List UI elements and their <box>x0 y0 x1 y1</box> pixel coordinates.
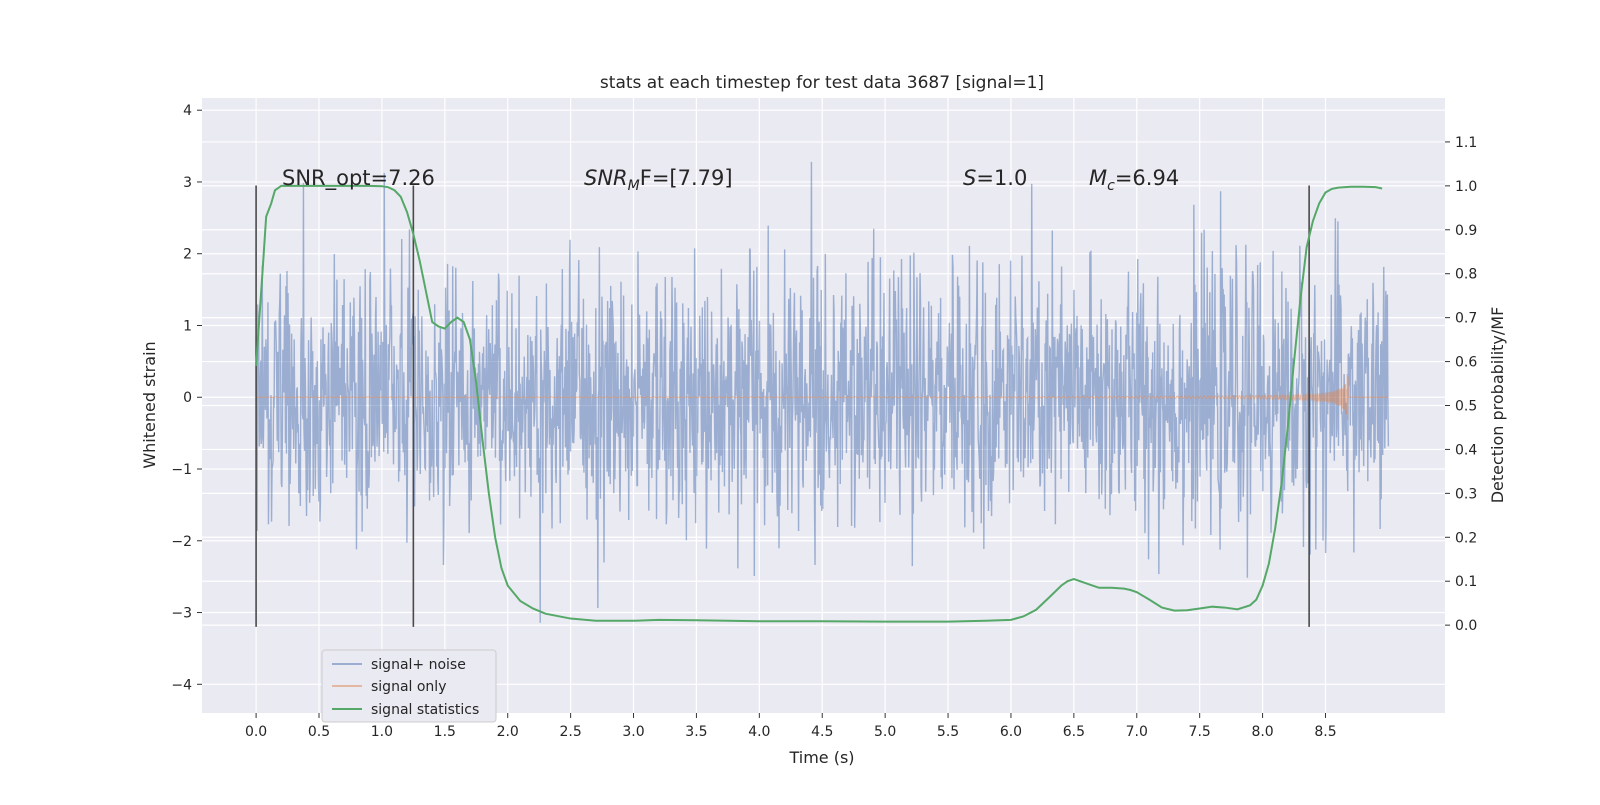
noise-series <box>255 161 1390 623</box>
y-tick-label-left: 3 <box>183 175 192 191</box>
y-tick-label-right: 1.1 <box>1455 135 1477 151</box>
x-tick-label: 7.5 <box>1189 724 1211 740</box>
y-tick-label-right: 0.0 <box>1455 618 1477 634</box>
x-tick-label: 1.5 <box>434 724 456 740</box>
y-tick-label-left: 1 <box>183 318 192 334</box>
legend: signal+ noise signal only signal statist… <box>321 649 497 723</box>
legend-box <box>321 649 497 723</box>
x-tick-label: 5.0 <box>874 724 896 740</box>
x-tick-label: 8.0 <box>1251 724 1273 740</box>
vertical-markers <box>255 185 1310 627</box>
legend-label-signal: signal only <box>371 679 446 695</box>
y-axis-label-left: Whitened strain <box>140 341 159 468</box>
x-tick-label: 4.5 <box>811 724 833 740</box>
y-tick-label-right: 0.7 <box>1455 311 1477 327</box>
annotation-s-prefix: S <box>963 166 976 190</box>
y-tick-label-left: −2 <box>171 534 192 550</box>
annotation-snr-mf: SNRMF=[7.79] <box>584 166 733 194</box>
y-tick-label-right: 0.9 <box>1455 223 1477 239</box>
y-tick-label-left: −1 <box>171 462 192 478</box>
y-tick-label-left: 0 <box>183 390 192 406</box>
y-tick-label-right: 1.0 <box>1455 179 1477 195</box>
x-tick-label: 0.0 <box>245 724 267 740</box>
x-tick-label: 2.5 <box>559 724 581 740</box>
y-tick-label-left: −4 <box>171 677 192 693</box>
statistics-series <box>255 184 1383 623</box>
annotation-snr-mf-prefix: SNR <box>584 166 628 190</box>
chirp-series <box>256 374 1389 421</box>
tick-layer: 0.0 0.5 1.0 1.5 2.0 2.5 3.0 3.5 4.0 4.5 5.0 5.5 6.0 6… <box>171 103 1477 740</box>
chart-title: stats at each timestep for test data 368… <box>600 73 1044 93</box>
annotation-mc: Mc=6.94 <box>1089 166 1179 194</box>
x-tick-label: 7.0 <box>1126 724 1148 740</box>
annotation-s: S=1.0 <box>963 166 1027 190</box>
y-axis-label-right: Detection probability/MF <box>1488 307 1507 504</box>
y-tick-label-right: 0.2 <box>1455 530 1477 546</box>
y-tick-label-right: 0.8 <box>1455 267 1477 283</box>
y-tick-label-right: 0.5 <box>1455 399 1477 415</box>
x-tick-label: 3.5 <box>685 724 707 740</box>
y-tick-label-left: 4 <box>183 103 192 119</box>
annotation-s-value: =1.0 <box>976 166 1027 190</box>
annotation-snr-mf-value: F=[7.79] <box>640 166 733 190</box>
y-tick-label-left: 2 <box>183 247 192 263</box>
noise-trace <box>255 161 1390 623</box>
legend-label-statistics: signal statistics <box>371 702 479 718</box>
statistics-line <box>255 184 1383 623</box>
y-tick-label-right: 0.4 <box>1455 442 1477 458</box>
y-tick-label-right: 0.3 <box>1455 486 1477 502</box>
annotation-snr-mf-sub: M <box>628 178 640 194</box>
y-tick-label-right: 0.6 <box>1455 355 1477 371</box>
x-tick-label: 2.0 <box>497 724 519 740</box>
x-tick-label: 4.0 <box>748 724 770 740</box>
legend-label-noise: signal+ noise <box>371 657 466 673</box>
x-tick-label: 6.0 <box>1000 724 1022 740</box>
y-tick-label-left: −3 <box>171 606 192 622</box>
annotation-mc-prefix: M <box>1089 166 1107 190</box>
x-tick-label: 1.0 <box>371 724 393 740</box>
x-tick-label: 5.5 <box>937 724 959 740</box>
annotation-snr-opt: SNR_opt=7.26 <box>282 166 435 191</box>
x-tick-label: 8.5 <box>1314 724 1336 740</box>
chirp-trace <box>256 374 1389 421</box>
y-tick-label-right: 0.1 <box>1455 574 1477 590</box>
x-tick-label: 3.0 <box>622 724 644 740</box>
x-axis-label: Time (s) <box>788 748 854 767</box>
x-tick-label: 6.5 <box>1063 724 1085 740</box>
annotation-mc-value: =6.94 <box>1115 166 1179 190</box>
x-tick-label: 0.5 <box>308 724 330 740</box>
annotations: SNR_opt=7.26 SNRMF=[7.79] S=1.0 Mc=6.94 <box>282 166 1179 194</box>
annotation-mc-sub: c <box>1107 178 1115 194</box>
